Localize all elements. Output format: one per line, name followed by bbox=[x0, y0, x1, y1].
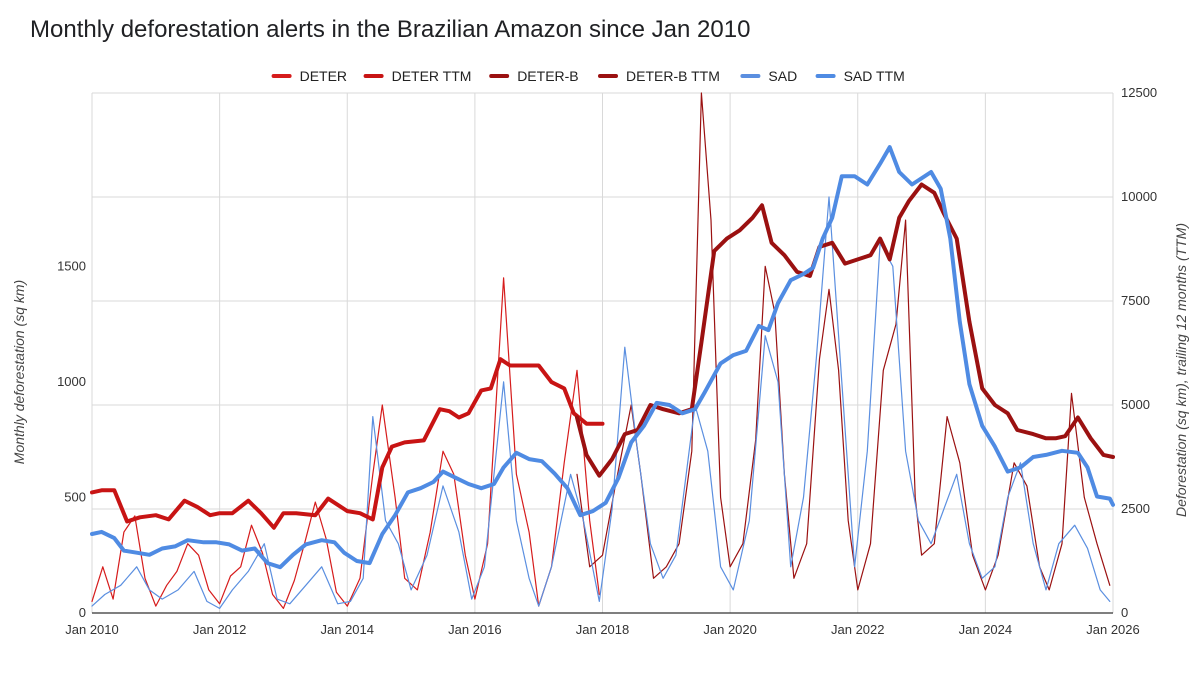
legend-label: DETER TTM bbox=[392, 68, 472, 84]
axis-layer: Jan 2010 Jan 2012 Jan 2014 Jan 2016 Jan 2018… bbox=[57, 85, 1157, 637]
x-tick-label: Jan 2022 bbox=[831, 622, 885, 637]
legend-item: DETER bbox=[271, 68, 347, 84]
y-right-tick-label: 7500 bbox=[1121, 293, 1150, 308]
x-tick-label: Jan 2024 bbox=[959, 622, 1013, 637]
y-left-tick-label: 500 bbox=[64, 489, 86, 504]
chart-title: Monthly deforestation alerts in the Braz… bbox=[30, 16, 751, 43]
series-line-deter-b-ttm bbox=[575, 182, 1115, 478]
series-line-deter-b bbox=[576, 92, 1111, 591]
legend-item: DETER TTM bbox=[363, 68, 472, 84]
x-tick-label: Jan 2012 bbox=[193, 622, 247, 637]
x-tick-label: Jan 2014 bbox=[321, 622, 375, 637]
legend-item: SAD TTM bbox=[815, 68, 905, 84]
x-tick-label: Jan 2020 bbox=[703, 622, 757, 637]
series-line-sad bbox=[91, 196, 1111, 609]
y-right-tick-label: 0 bbox=[1121, 605, 1128, 620]
legend-label: DETER-B bbox=[517, 68, 578, 84]
legend: DETER DETER TTM DETER-B DETER-B TTM SAD SAD T… bbox=[271, 68, 905, 84]
legend-label: SAD bbox=[768, 68, 797, 84]
x-tick-label: Jan 2026 bbox=[1086, 622, 1140, 637]
y-right-tick-label: 10000 bbox=[1121, 189, 1157, 204]
legend-item: DETER-B TTM bbox=[598, 68, 720, 84]
y-right-tick-label: 12500 bbox=[1121, 85, 1157, 100]
y-right-tick-label: 2500 bbox=[1121, 501, 1150, 516]
x-tick-label: Jan 2016 bbox=[448, 622, 502, 637]
right-axis-title: Deforestation (sq km), trailing 12 month… bbox=[1173, 223, 1189, 517]
x-tick-label: Jan 2010 bbox=[65, 622, 119, 637]
series-line-deter-ttm bbox=[90, 357, 605, 530]
legend-label: SAD TTM bbox=[844, 68, 905, 84]
grid-layer bbox=[91, 92, 1114, 613]
y-left-tick-label: 1500 bbox=[57, 258, 86, 273]
series-layer bbox=[90, 92, 1115, 609]
legend-item: DETER-B bbox=[489, 68, 579, 84]
series-line-sad-ttm bbox=[90, 145, 1115, 570]
legend-label: DETER-B TTM bbox=[626, 68, 720, 84]
y-right-tick-label: 5000 bbox=[1121, 397, 1150, 412]
left-axis-title: Monthly deforestation (sq km) bbox=[11, 280, 27, 464]
y-left-tick-label: 1000 bbox=[57, 374, 86, 389]
legend-item: SAD bbox=[740, 68, 797, 84]
x-tick-label: Jan 2018 bbox=[576, 622, 630, 637]
y-left-tick-label: 0 bbox=[79, 605, 86, 620]
legend-label: DETER bbox=[300, 68, 347, 84]
series-line-deter bbox=[91, 277, 600, 609]
